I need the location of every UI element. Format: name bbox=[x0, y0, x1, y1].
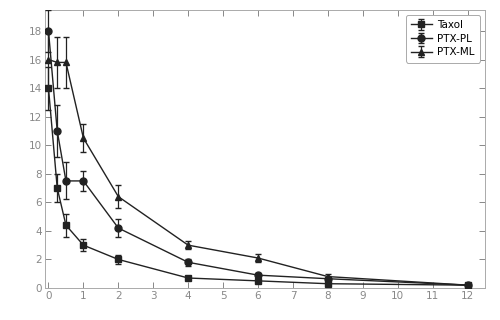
Legend: Taxol, PTX-PL, PTX-ML: Taxol, PTX-PL, PTX-ML bbox=[406, 15, 480, 62]
